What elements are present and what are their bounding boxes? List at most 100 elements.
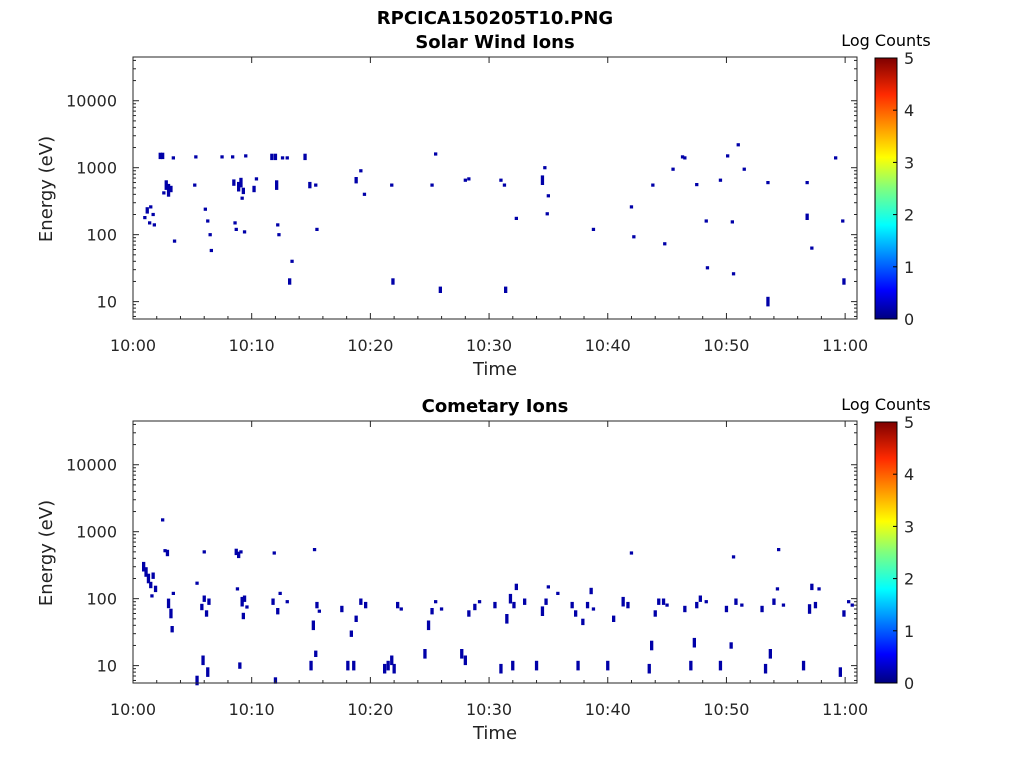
data-cell — [163, 549, 167, 553]
data-cell — [234, 227, 238, 231]
data-cell — [842, 610, 846, 617]
data-cell — [692, 637, 696, 648]
panel-title: Cometary Ions — [422, 396, 569, 417]
data-cell — [193, 183, 197, 187]
data-cell — [680, 155, 685, 159]
y-tick-label: 100 — [86, 226, 117, 245]
colorbar-gradient — [874, 57, 898, 320]
data-cell — [430, 183, 434, 187]
data-cell — [850, 603, 854, 607]
data-cell — [473, 603, 477, 611]
colorbar-gradient — [874, 421, 898, 684]
y-axis-label: Energy (eV) — [36, 136, 57, 242]
data-cell — [544, 598, 548, 605]
colorbar-tick-label: 5 — [904, 49, 914, 68]
data-cell — [704, 219, 708, 223]
data-cell — [303, 153, 307, 161]
data-cell — [165, 549, 170, 557]
data-cell — [275, 180, 279, 190]
data-cell — [698, 595, 702, 602]
data-cell — [276, 608, 280, 615]
data-cell — [359, 598, 363, 605]
data-cell — [768, 649, 772, 659]
y-tick-label: 1000 — [76, 523, 117, 542]
data-cell — [665, 603, 669, 607]
y-axis-label: Energy (eV) — [36, 500, 57, 606]
data-cell — [390, 183, 394, 187]
data-cell — [277, 233, 281, 237]
colorbar-tick-label: 2 — [904, 206, 914, 225]
x-axis-label: Time — [472, 723, 517, 744]
data-cell — [237, 551, 241, 559]
plot-area: 10:00 10:10 10:20 10:30 10:40 10:50 11:00 10 100… — [66, 56, 868, 355]
data-cell — [207, 598, 211, 605]
data-cell — [647, 663, 651, 674]
data-cell — [285, 156, 289, 160]
colorbar: Log Counts 0 1 2 3 4 5 — [841, 395, 931, 693]
colorbar-tick-label: 2 — [904, 570, 914, 589]
data-cell — [271, 598, 275, 605]
data-cell — [621, 596, 625, 607]
figure-title: RPCICA150205T10.PNG — [377, 8, 613, 29]
data-cell — [463, 655, 467, 666]
data-cell — [386, 660, 390, 671]
data-cell — [813, 601, 818, 609]
data-cell — [391, 278, 395, 285]
data-cell — [426, 620, 431, 631]
data-cell — [220, 155, 224, 159]
data-cell — [502, 183, 507, 187]
data-cell — [166, 598, 171, 609]
data-cell — [209, 248, 213, 253]
solar-wind-panel: Solar Wind Ions 10:00 10:10 10:20 10:30 10:4… — [36, 31, 931, 380]
data-cell — [317, 609, 321, 613]
data-cell — [663, 242, 667, 246]
data-cell — [534, 660, 539, 671]
data-cell — [153, 585, 158, 593]
data-cell — [838, 667, 842, 677]
data-cell — [149, 205, 153, 209]
data-cell — [245, 605, 249, 609]
data-cell — [235, 587, 240, 591]
data-cell — [736, 143, 740, 147]
data-cell — [514, 216, 518, 220]
data-cell — [169, 185, 173, 193]
colorbar-tick-label: 3 — [904, 517, 914, 536]
colorbar-tick-label: 0 — [904, 674, 914, 693]
data-cell — [650, 640, 654, 651]
data-cell — [273, 153, 278, 161]
data-cell — [805, 181, 809, 185]
data-cell — [626, 601, 630, 609]
data-cell — [151, 212, 155, 217]
data-cell — [242, 230, 247, 234]
x-tick-label: 10:40 — [585, 336, 631, 355]
data-cell — [683, 605, 687, 613]
data-cell — [546, 585, 550, 589]
data-cell — [775, 587, 780, 591]
data-cell — [499, 663, 503, 674]
data-cell — [576, 660, 580, 671]
data-cell — [161, 152, 165, 160]
data-cell — [651, 183, 655, 187]
data-cell — [763, 663, 768, 674]
data-cell — [362, 192, 367, 196]
data-cell — [142, 561, 146, 572]
data-cell — [632, 235, 636, 239]
data-cell — [629, 551, 634, 555]
data-cell — [505, 614, 509, 624]
data-cell — [434, 600, 438, 604]
data-cell — [731, 555, 736, 559]
data-cell — [200, 603, 204, 611]
colorbar-tick-label: 5 — [904, 413, 914, 432]
data-cell — [290, 259, 294, 263]
data-cell — [399, 607, 403, 611]
data-cell — [695, 601, 699, 609]
data-cell — [460, 649, 464, 659]
data-cell — [195, 581, 199, 585]
data-cell — [148, 221, 152, 225]
x-tick-label: 10:00 — [110, 336, 156, 355]
data-cell — [164, 180, 168, 190]
x-tick-label: 10:20 — [347, 336, 393, 355]
data-cell — [805, 213, 809, 220]
data-cell — [512, 601, 516, 609]
plot-background — [133, 57, 857, 319]
